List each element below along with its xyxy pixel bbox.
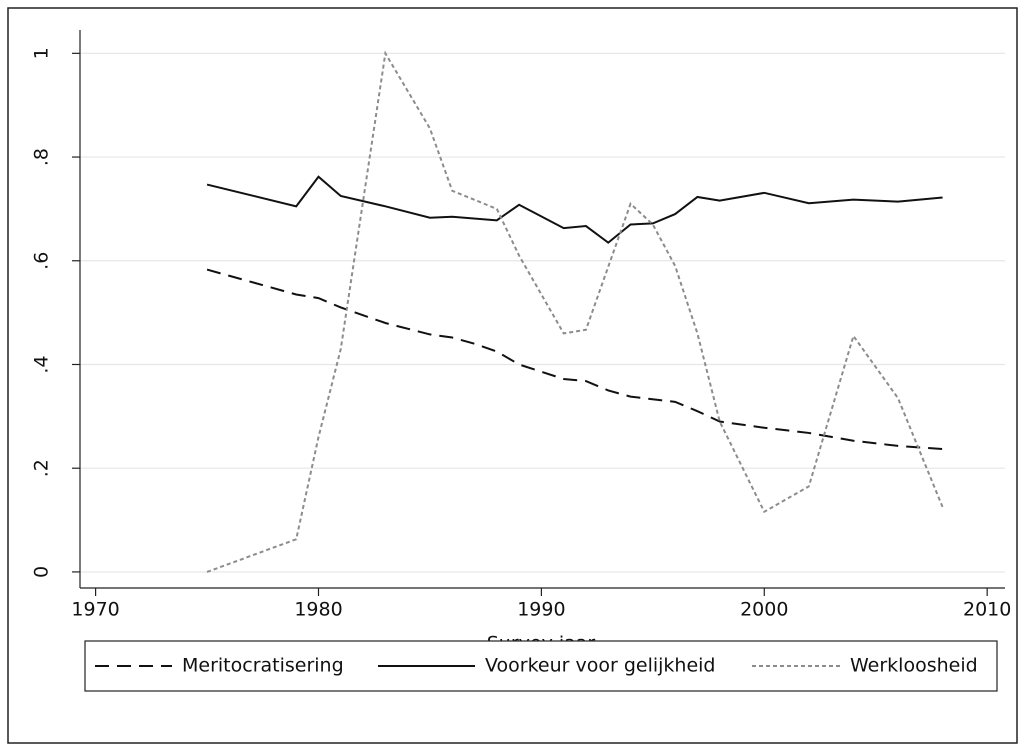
x-tick-label: 1970 [71, 599, 119, 621]
legend-label: Werkloosheid [850, 655, 978, 677]
series-line [206, 50, 944, 573]
series-line [206, 175, 943, 244]
legend-label: Meritocratisering [182, 655, 344, 677]
y-tick-label: .6 [31, 252, 53, 270]
y-tick-label: .4 [31, 355, 53, 373]
y-tick-label: 1 [31, 47, 53, 59]
y-tick-label: .8 [31, 148, 53, 166]
x-tick-label: 2000 [740, 599, 788, 621]
y-tick-label: 0 [31, 566, 53, 578]
series-line [206, 268, 943, 451]
x-tick-label: 1980 [294, 599, 342, 621]
legend-label: Voorkeur voor gelijkheid [485, 655, 716, 677]
x-tick-label: 1990 [517, 599, 565, 621]
x-tick-label: 2010 [963, 599, 1011, 621]
legend [84, 640, 998, 692]
frame [7, 7, 1018, 744]
y-tick-label: .2 [31, 459, 53, 477]
